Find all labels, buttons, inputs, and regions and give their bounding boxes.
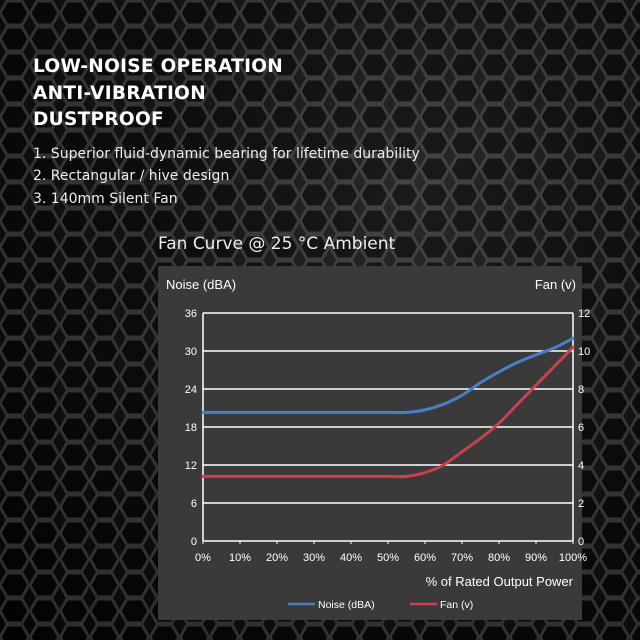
x-axis-label: % of Rated Output Power — [426, 574, 574, 589]
feature-2: 2. Rectangular / hive design — [33, 168, 230, 184]
x-tick-label: 80% — [488, 552, 510, 564]
x-tick-label: 100% — [559, 552, 587, 564]
x-tick-label: 20% — [266, 552, 288, 564]
left-tick-label: 6 — [191, 498, 197, 510]
x-tick-label: 50% — [377, 552, 399, 564]
chart-title: Fan Curve @ 25 °C Ambient — [158, 234, 396, 254]
left-tick-label: 0 — [191, 536, 197, 548]
feature-3: 3. 140mm Silent Fan — [33, 191, 178, 207]
right-tick-label: 4 — [578, 460, 584, 472]
series-line-noise-dba — [201, 336, 575, 415]
legend-label-fan-v: Fan (v) — [440, 599, 473, 611]
left-tick-label: 36 — [185, 308, 197, 320]
left-tick-label: 12 — [185, 460, 197, 472]
left-tick-label: 30 — [185, 346, 197, 358]
headline-anti-vibration: ANTI-VIBRATION — [33, 83, 206, 104]
x-tick-label: 40% — [340, 552, 362, 564]
right-tick-label: 6 — [578, 422, 584, 434]
feature-1: 1. Superior fluid-dynamic bearing for li… — [33, 146, 420, 162]
right-tick-label: 10 — [578, 346, 590, 358]
left-tick-label: 24 — [185, 384, 197, 396]
x-tick-label: 70% — [451, 552, 473, 564]
legend-label-noise-dba: Noise (dBA) — [318, 599, 375, 611]
right-axis-label: Fan (v) — [535, 277, 576, 292]
right-tick-label: 2 — [578, 498, 584, 510]
left-tick-label: 18 — [185, 422, 197, 434]
chart-panel — [158, 266, 582, 620]
right-tick-label: 12 — [578, 308, 590, 320]
x-tick-label: 30% — [303, 552, 325, 564]
right-tick-label: 8 — [578, 384, 584, 396]
series-line-fan-v — [201, 345, 575, 479]
x-tick-label: 60% — [414, 552, 436, 564]
x-tick-label: 10% — [229, 552, 251, 564]
x-tick-label: 0% — [195, 552, 211, 564]
headline-low-noise: LOW-NOISE OPERATION — [33, 56, 284, 77]
headline-dustproof: DUSTPROOF — [33, 109, 164, 130]
x-tick-label: 90% — [525, 552, 547, 564]
left-axis-label: Noise (dBA) — [166, 277, 236, 292]
right-tick-label: 0 — [578, 536, 584, 548]
